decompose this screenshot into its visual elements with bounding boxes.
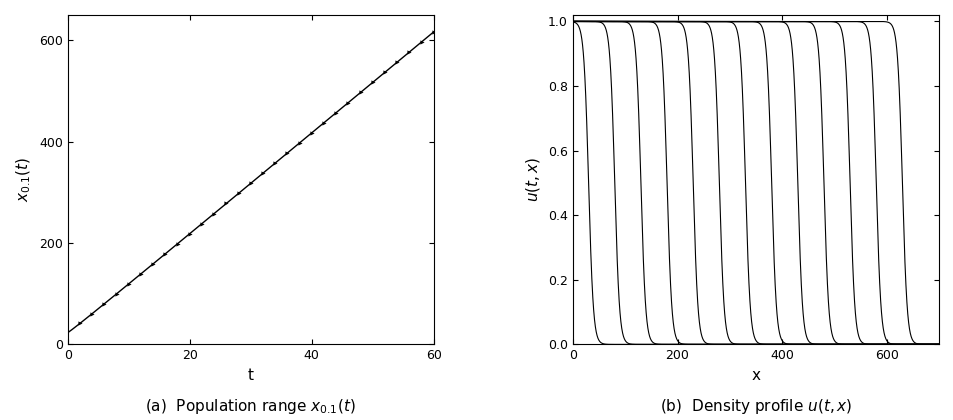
- X-axis label: t: t: [248, 368, 253, 383]
- Y-axis label: $u(t,x)$: $u(t,x)$: [524, 157, 542, 202]
- Y-axis label: $x_{0.1}(t)$: $x_{0.1}(t)$: [15, 157, 33, 202]
- Text: (b)  Density profile $u(t,x)$: (b) Density profile $u(t,x)$: [659, 397, 851, 416]
- X-axis label: x: x: [751, 368, 760, 383]
- Text: (a)  Population range $x_{0.1}(t)$: (a) Population range $x_{0.1}(t)$: [145, 397, 355, 416]
